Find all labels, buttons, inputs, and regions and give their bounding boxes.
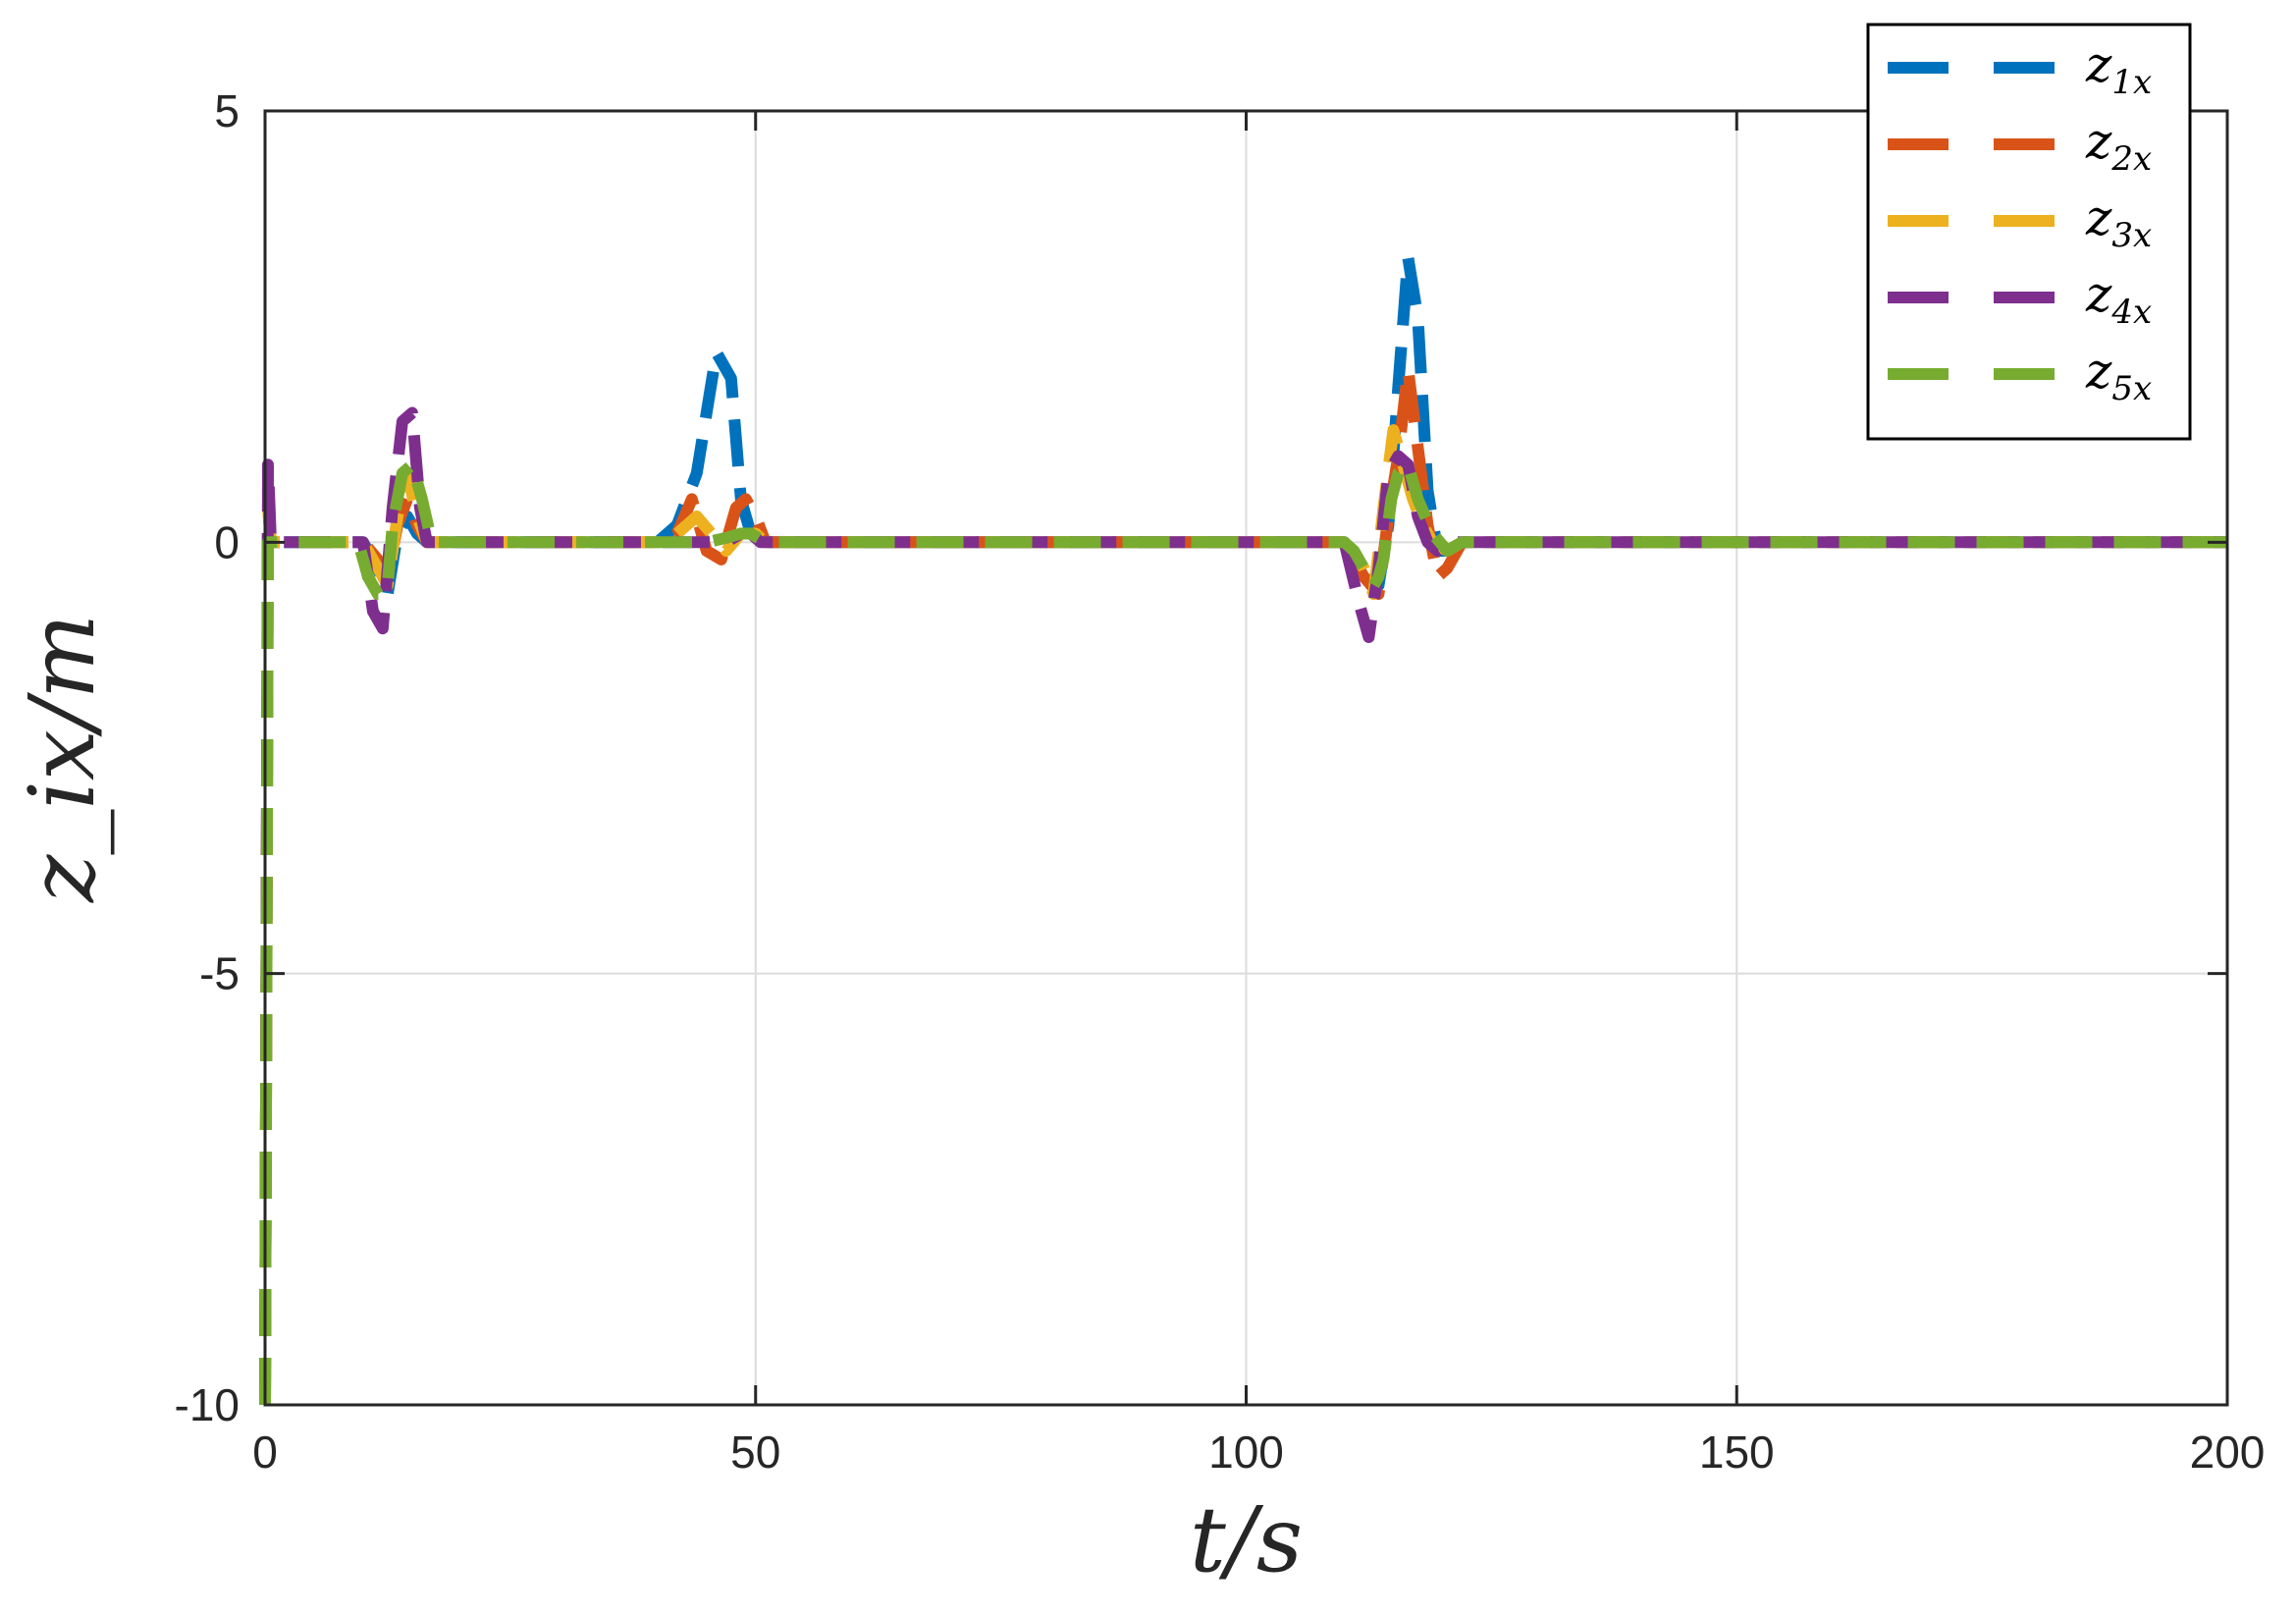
series-line-z5x	[259, 458, 2227, 1406]
legend-label-z4x: z4x	[2085, 266, 2152, 332]
x-tick-label: 50	[730, 1426, 780, 1478]
legend-label-z1x: z1x	[2085, 36, 2152, 102]
legend-label-z3x: z3x	[2085, 189, 2152, 255]
y-tick-label: 5	[214, 85, 240, 136]
x-tick-label: 200	[2190, 1426, 2266, 1478]
axis-ticks: 0 50 100 150 200 -10 -5 0 5	[175, 85, 2266, 1478]
y-tick-label: -10	[175, 1379, 240, 1430]
x-axis-label: t/s	[1190, 1487, 1303, 1592]
x-tick-label: 100	[1208, 1426, 1284, 1478]
legend: z1x z2x z3x z4x z5x	[1866, 23, 2192, 441]
legend-label-z5x: z5x	[2085, 343, 2152, 408]
data-series	[259, 251, 2227, 1406]
legend-label-z2x: z2x	[2085, 113, 2152, 179]
y-axis-label: z_ix/m	[10, 614, 115, 903]
y-tick-label: 0	[214, 516, 240, 567]
x-tick-label: 0	[252, 1426, 278, 1478]
x-tick-label: 150	[1699, 1426, 1775, 1478]
y-tick-label: -5	[199, 948, 240, 999]
